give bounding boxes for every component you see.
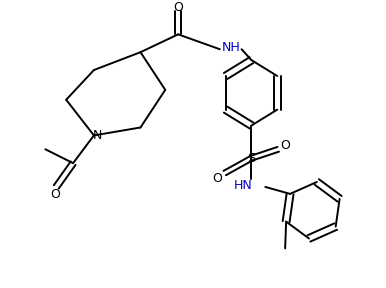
Text: O: O [173,1,183,14]
Text: N: N [93,129,103,142]
Text: HN: HN [234,179,253,192]
Text: O: O [280,139,290,152]
Text: S: S [247,152,256,165]
Text: O: O [50,188,60,201]
Text: NH: NH [221,41,240,54]
Text: O: O [212,172,222,185]
